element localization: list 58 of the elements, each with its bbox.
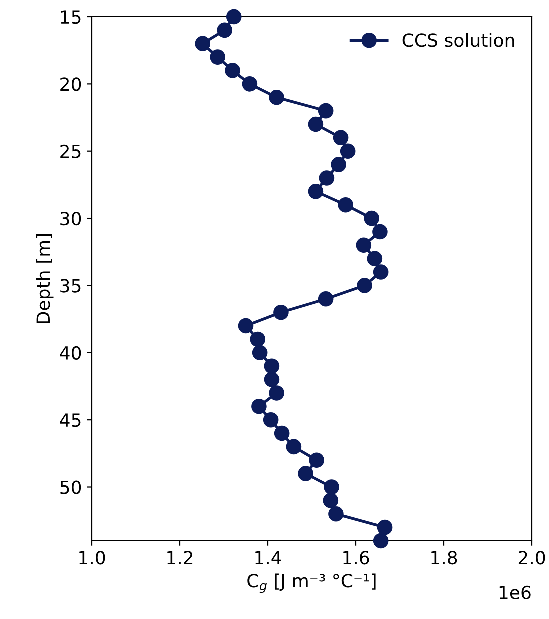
point xyxy=(338,197,354,213)
point xyxy=(331,157,346,172)
point xyxy=(286,439,302,455)
y-tick-label: 25 xyxy=(60,144,81,158)
point xyxy=(328,506,344,522)
legend-label: CCS solution xyxy=(402,33,514,48)
x-tick-label: 1.6 xyxy=(344,551,370,565)
point xyxy=(318,103,334,119)
point xyxy=(264,372,280,388)
point xyxy=(264,358,280,374)
y-tick-label: 50 xyxy=(60,480,82,494)
point xyxy=(210,50,226,65)
point xyxy=(269,386,284,401)
point xyxy=(309,452,324,468)
point xyxy=(217,22,233,38)
point xyxy=(356,238,372,254)
point xyxy=(377,520,393,536)
point xyxy=(274,426,290,442)
x-axis-title: C$_{g}$ [J m⁻³ °C⁻¹] xyxy=(248,574,376,594)
point xyxy=(323,493,339,508)
x-tick-label: 1.2 xyxy=(168,551,193,564)
y-tick-label: 20 xyxy=(60,78,82,92)
point xyxy=(250,332,266,348)
point xyxy=(367,251,383,266)
point xyxy=(333,130,349,146)
point xyxy=(373,533,389,549)
x-tick-label: 1.0 xyxy=(80,551,106,565)
y-tick-label: 45 xyxy=(60,414,81,428)
y-tick-label: 40 xyxy=(60,346,82,360)
point xyxy=(269,90,284,106)
point xyxy=(324,480,340,495)
point xyxy=(252,345,268,361)
point xyxy=(252,399,267,414)
point xyxy=(340,144,356,159)
point xyxy=(225,63,240,78)
x-tick-label: 1.4 xyxy=(256,551,282,564)
point xyxy=(318,292,334,307)
point xyxy=(274,304,289,320)
y-tick-label: 30 xyxy=(60,212,82,226)
point xyxy=(298,466,314,482)
x-tick-label: 1.8 xyxy=(432,551,458,565)
point xyxy=(238,318,254,334)
point xyxy=(372,224,388,240)
point xyxy=(364,210,380,226)
y-tick-label: 35 xyxy=(60,279,81,293)
point xyxy=(373,264,389,280)
y-axis-title: Depth [m] xyxy=(36,234,54,324)
point xyxy=(308,116,324,132)
point xyxy=(195,36,211,52)
point xyxy=(308,184,324,200)
y-tick-label: 15 xyxy=(61,10,81,24)
x-tick-label: 2.0 xyxy=(518,551,546,565)
point xyxy=(263,412,279,428)
point xyxy=(319,170,335,186)
point xyxy=(226,9,242,25)
text: 1e6 xyxy=(500,586,531,600)
point xyxy=(357,278,372,294)
point xyxy=(242,76,258,92)
